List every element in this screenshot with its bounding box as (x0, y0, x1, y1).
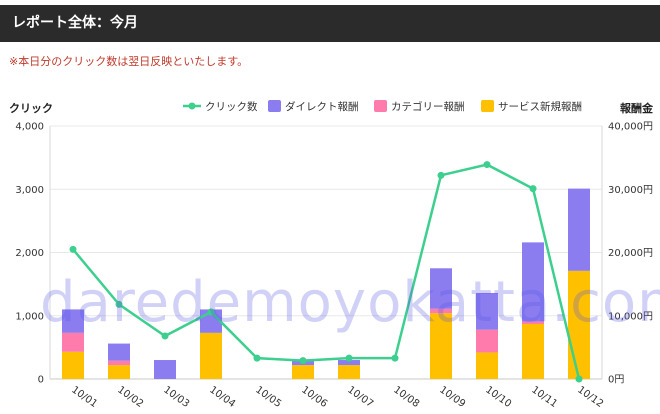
bar-segment (338, 365, 360, 379)
click-line (69, 161, 583, 383)
right-tick-label: 40,000円 (608, 122, 653, 133)
click-point (483, 161, 491, 169)
x-tick-label: 10/11 (529, 384, 559, 410)
bar-segment (476, 329, 498, 353)
bar-segment (108, 343, 130, 361)
x-tick-label: 10/09 (437, 384, 467, 410)
bar-segment (568, 188, 590, 271)
left-axis-title: クリック (9, 102, 53, 115)
click-series-line (72, 163, 581, 380)
x-tick-label: 10/10 (483, 384, 513, 410)
chart-grid (49, 125, 603, 380)
bar-segment (338, 360, 360, 366)
bar-segment (430, 268, 452, 309)
left-tick-label: 0 (38, 375, 44, 386)
left-tick-label: 1,000 (15, 311, 44, 322)
legend-label: サービス新規報酬 (498, 100, 582, 113)
bar-segment (292, 365, 314, 379)
right-tick-label: 10,000円 (608, 311, 653, 322)
bar-segment (430, 308, 452, 314)
x-tick-label: 10/02 (115, 384, 145, 410)
x-tick-label: 10/12 (575, 384, 605, 410)
bar-segment (62, 332, 84, 352)
x-tick-label: 10/01 (69, 384, 99, 410)
legend-swatch (374, 100, 387, 112)
click-point (253, 354, 261, 362)
bar-segment (522, 321, 544, 324)
click-point (345, 354, 353, 362)
right-tick-label: 20,000円 (608, 248, 653, 259)
click-point (391, 354, 399, 362)
bar-segment (522, 323, 544, 379)
x-tick-label: 10/06 (299, 384, 329, 410)
click-point (575, 375, 583, 383)
y-axis-ticks: 0 0円 1,000 10,000円 2,000 20,000円 3,000 30,000円 4… (15, 122, 653, 386)
bar-segment (62, 309, 84, 333)
click-point (115, 300, 123, 308)
x-tick-label: 10/03 (161, 384, 191, 410)
right-tick-label: 0円 (608, 375, 624, 386)
legend-swatch (268, 100, 281, 112)
bar-segment (476, 352, 498, 379)
click-point (529, 185, 537, 193)
legend-swatch (481, 100, 494, 112)
x-tick-label: 10/08 (391, 384, 421, 410)
legend-label: ダイレクト報酬 (285, 100, 359, 113)
report-chart: クリック 報酬金 クリック数 ダイレクト報酬 カテゴリー報酬 サービス新規報酬 0 0円… (9, 100, 654, 410)
reward-bars (62, 188, 590, 379)
bar-segment (108, 360, 130, 366)
bar-segment (200, 332, 222, 379)
x-tick-label: 10/05 (253, 384, 283, 410)
x-axis-ticks: 10/01 10/02 10/03 10/04 10/05 10/06 10/07 10/08… (69, 384, 605, 410)
right-tick-label: 30,000円 (608, 185, 653, 196)
bar-segment (108, 365, 130, 379)
click-point (161, 332, 169, 340)
legend-point-swatch (188, 102, 196, 110)
bar-segment (522, 242, 544, 322)
click-reflection-note: ※本日分のクリック数は翌日反映といたします。 (9, 55, 249, 68)
legend-label: クリック数 (205, 100, 258, 113)
bar-segment (430, 313, 452, 379)
right-axis-title: 報酬金 (620, 101, 654, 115)
report-title: レポート全体：今月 (12, 15, 138, 31)
legend-label: カテゴリー報酬 (391, 100, 465, 113)
bar-segment (62, 351, 84, 379)
x-tick-label: 10/04 (207, 384, 237, 410)
click-point (69, 245, 77, 253)
bar-segment (568, 270, 590, 379)
bar-segment (476, 292, 498, 330)
report-header: レポート全体：今月 (0, 5, 660, 42)
click-point (299, 357, 307, 365)
x-tick-label: 10/07 (345, 384, 375, 410)
chart-legend: クリック数 ダイレクト報酬 カテゴリー報酬 サービス新規報酬 (183, 100, 582, 113)
left-tick-label: 3,000 (15, 185, 44, 196)
click-point (437, 171, 445, 179)
bar-segment (154, 360, 176, 379)
left-tick-label: 4,000 (15, 122, 44, 133)
click-point (207, 308, 215, 316)
left-tick-label: 2,000 (15, 248, 44, 259)
